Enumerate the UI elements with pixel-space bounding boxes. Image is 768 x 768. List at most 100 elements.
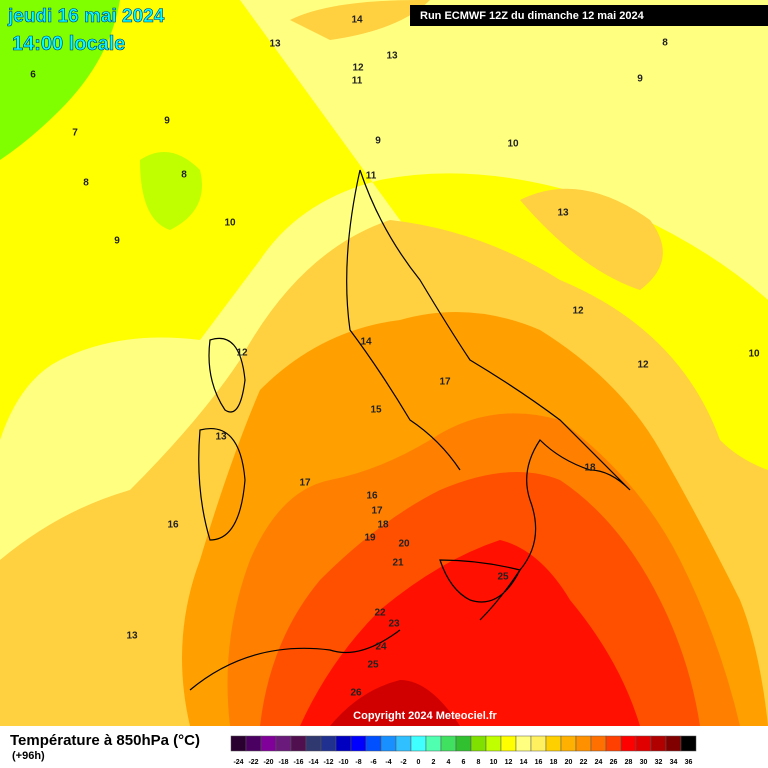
contour-label: 13: [215, 432, 227, 443]
contour-label: 25: [497, 572, 509, 583]
africa-coast: [189, 629, 401, 691]
colorbar-tick-label: -6: [370, 759, 376, 766]
colorbar-swatch: [635, 735, 652, 752]
colorbar-tick-label: 28: [625, 759, 633, 766]
colorbar-tick-label: 18: [550, 759, 558, 766]
contour-label: 16: [167, 520, 179, 531]
colorbar-swatch: [665, 735, 682, 752]
contour-label: 8: [83, 178, 89, 189]
contour-label: 12: [572, 306, 584, 317]
colorbar-swatch: [680, 735, 697, 752]
contour-label: 17: [371, 506, 383, 517]
contour-label: 12: [637, 360, 649, 371]
contour-label: 17: [439, 377, 451, 388]
colorbar-swatch: [230, 735, 247, 752]
contour-label: 16: [366, 491, 378, 502]
colorbar-tick-label: -8: [355, 759, 361, 766]
corsica: [208, 337, 246, 413]
contour-label: 19: [364, 533, 376, 544]
colorbar-tick-label: -24: [233, 759, 243, 766]
coastlines: [189, 169, 631, 691]
colorbar-swatch: [395, 735, 412, 752]
colorbar-swatch: [245, 735, 262, 752]
colorbar-swatch: [485, 735, 502, 752]
colorbar-tick-label: 0: [417, 759, 421, 766]
contour-label: 9: [375, 136, 381, 147]
map: 14 13 13 8 6 12 11 9 7 9 9 10 8 8 11 13 10 9 12 14 12 10 17 12 1…: [0, 0, 768, 726]
colorbar-tick-label: 6: [462, 759, 466, 766]
legend-title: Température à 850hPa (°C): [10, 732, 200, 749]
sardinia: [198, 428, 246, 541]
contour-label: 17: [299, 478, 311, 489]
colorbar-tick-label: -12: [323, 759, 333, 766]
colorbar-swatch: [440, 735, 457, 752]
contour-label: 9: [164, 116, 170, 127]
contour-label: 13: [126, 631, 138, 642]
colorbar-swatch: [590, 735, 607, 752]
contour-label: 14: [360, 337, 372, 348]
field-pale-orange: [290, 0, 430, 40]
colorbar-swatch: [470, 735, 487, 752]
colorbar-tick-label: 2: [432, 759, 436, 766]
colorbar-tick-label: 24: [595, 759, 603, 766]
field-lightgreen: [140, 152, 202, 230]
contour-label: 11: [352, 76, 363, 87]
colorbar-tick-label: 14: [520, 759, 528, 766]
copyright: Copyright 2024 Meteociel.fr: [353, 710, 497, 722]
colorbar-swatch: [575, 735, 592, 752]
colorbar-swatch: [650, 735, 667, 752]
colorbar-swatch: [515, 735, 532, 752]
contour-label: 14: [351, 15, 363, 26]
contour-label: 20: [398, 539, 410, 550]
contour-label: 13: [269, 39, 281, 50]
contour-label: 12: [352, 63, 364, 74]
run-banner: [410, 5, 768, 26]
colorbar-swatch: [425, 735, 442, 752]
contour-label: 22: [374, 608, 386, 619]
colorbar-tick-label: 30: [640, 759, 648, 766]
contour-label: 8: [662, 38, 668, 49]
colorbar-swatch: [455, 735, 472, 752]
field-red: [300, 540, 640, 726]
italy-west-coast: [346, 169, 461, 471]
colorbar-tick-label: 36: [685, 759, 693, 766]
colorbar-tick-label: 4: [447, 759, 451, 766]
colorbar-swatch: [335, 735, 352, 752]
colorbar-swatch: [275, 735, 292, 752]
contour-label: 18: [377, 520, 389, 531]
field-dark-red: [330, 680, 460, 726]
colorbar-tick-label: -18: [278, 759, 288, 766]
colorbar-swatch: [365, 735, 382, 752]
colorbar-swatch: [320, 735, 337, 752]
colorbar-tick-label: 8: [477, 759, 481, 766]
colorbar-swatch: [410, 735, 427, 752]
colorbar-tick-label: 12: [505, 759, 513, 766]
contour-label: 7: [72, 128, 78, 139]
contour-label: 10: [224, 218, 236, 229]
contour-label: 15: [370, 405, 382, 416]
colorbar-swatch: [500, 735, 517, 752]
contour-label: 6: [30, 70, 36, 81]
legend-lead: (+96h): [12, 750, 45, 762]
sicily: [439, 559, 521, 603]
colorbar-swatch: [605, 735, 622, 752]
colorbar-tick-label: 20: [565, 759, 573, 766]
colorbar-swatch: [290, 735, 307, 752]
colorbar-tick-label: 10: [490, 759, 498, 766]
contour-label: 26: [350, 688, 362, 699]
colorbar-tick-label: 16: [535, 759, 543, 766]
time: 14:00 locale: [12, 33, 125, 55]
colorbar-tick-label: 32: [655, 759, 663, 766]
colorbar-tick-label: -4: [385, 759, 391, 766]
colorbar-tick-label: -22: [248, 759, 258, 766]
italy-coast: [359, 169, 631, 621]
field-pale-orange: [520, 188, 663, 290]
colorbar-tick-label: -10: [338, 759, 348, 766]
colorbar-swatch: [530, 735, 547, 752]
field-green: [0, 0, 120, 160]
colorbar-tick-label: -16: [293, 759, 303, 766]
colorbar-tick-label: -2: [400, 759, 406, 766]
colorbar-swatch: [620, 735, 637, 752]
colorbar-tick-label: -14: [308, 759, 318, 766]
